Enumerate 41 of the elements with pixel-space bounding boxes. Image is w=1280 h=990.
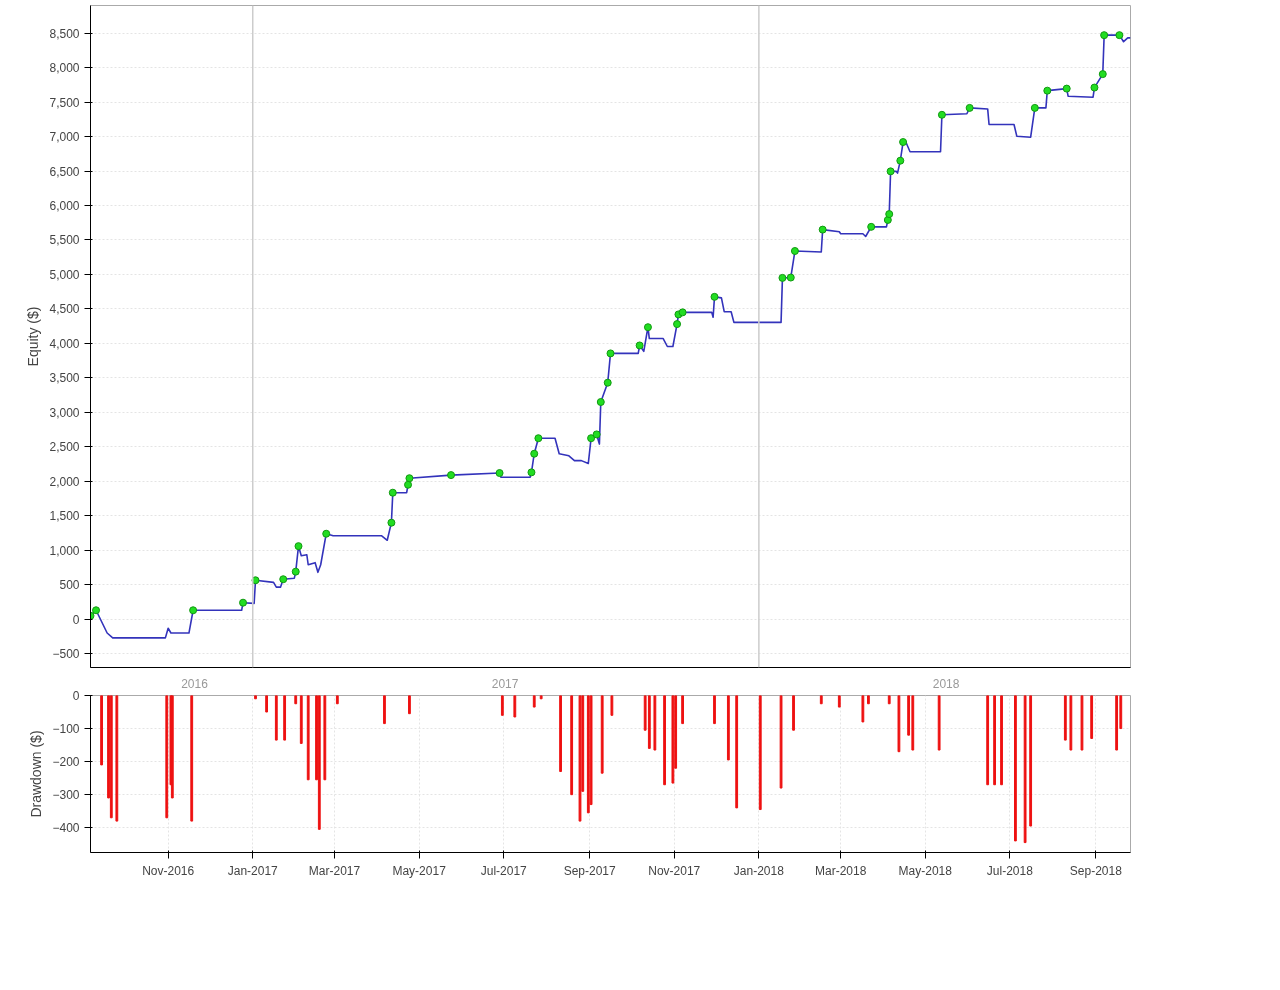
y-tick-label: 8,000 bbox=[49, 61, 80, 76]
y-tick-label: 6,000 bbox=[49, 198, 80, 213]
x-tick-label: Sep-2017 bbox=[563, 863, 617, 878]
y-axis-title: Drawdown ($) bbox=[28, 730, 45, 818]
y-tick-label: 8,500 bbox=[49, 26, 80, 41]
x-tick-label: Nov-2017 bbox=[648, 863, 701, 878]
x-tick-label: Nov-2016 bbox=[142, 863, 195, 878]
x-tick-label: 2018 bbox=[932, 676, 960, 691]
y-tick-label: 500 bbox=[59, 578, 80, 593]
y-tick-label: 4,000 bbox=[49, 336, 80, 351]
x-tick-label: 2017 bbox=[491, 676, 519, 691]
y-tick-label: 1,500 bbox=[49, 509, 80, 524]
y-tick-label: 0 bbox=[72, 612, 80, 627]
y-tick-label: −200 bbox=[52, 755, 80, 770]
y-tick-label: −400 bbox=[52, 821, 80, 836]
x-tick-label: Jan-2018 bbox=[733, 863, 785, 878]
x-tick-label: 2016 bbox=[181, 676, 209, 691]
y-tick-label: 4,500 bbox=[49, 302, 80, 317]
x-tick-label: Jul-2018 bbox=[986, 863, 1034, 878]
x-tick-label: Jul-2017 bbox=[480, 863, 528, 878]
x-tick-label: Sep-2018 bbox=[1069, 863, 1123, 878]
x-tick-label: May-2018 bbox=[898, 863, 953, 878]
y-tick-label: −300 bbox=[52, 788, 80, 803]
y-axis-title: Equity ($) bbox=[25, 306, 42, 367]
y-tick-label: 1,000 bbox=[49, 543, 80, 558]
y-tick-label: 5,000 bbox=[49, 267, 80, 282]
y-tick-label: −500 bbox=[52, 647, 80, 662]
y-tick-label: −100 bbox=[52, 722, 80, 737]
y-tick-label: 7,500 bbox=[49, 95, 80, 110]
y-tick-label: 5,500 bbox=[49, 233, 80, 248]
y-tick-label: 3,500 bbox=[49, 371, 80, 386]
x-tick-label: Jan-2017 bbox=[227, 863, 279, 878]
y-tick-label: 2,000 bbox=[49, 474, 80, 489]
x-tick-label: May-2017 bbox=[392, 863, 447, 878]
x-tick-label: Mar-2018 bbox=[815, 863, 867, 878]
y-tick-label: 0 bbox=[72, 689, 80, 703]
y-tick-label: 2,500 bbox=[49, 440, 80, 455]
y-tick-label: 7,000 bbox=[49, 130, 80, 145]
x-tick-label: Mar-2017 bbox=[308, 863, 361, 878]
y-tick-label: 3,000 bbox=[49, 405, 80, 420]
y-tick-label: 6,500 bbox=[49, 164, 80, 179]
